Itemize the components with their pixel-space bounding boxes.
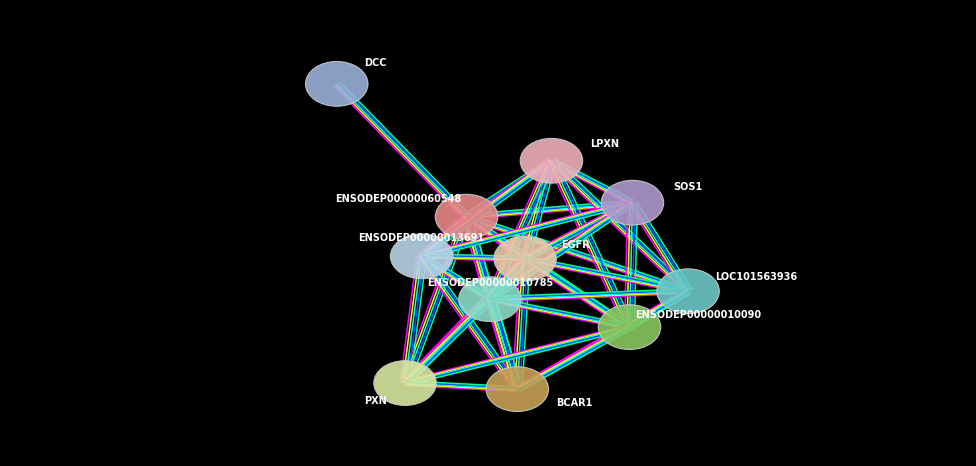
Ellipse shape <box>305 62 368 106</box>
Text: LPXN: LPXN <box>590 139 620 150</box>
Text: ENSODEP00000010785: ENSODEP00000010785 <box>427 278 553 288</box>
Ellipse shape <box>657 269 719 314</box>
Text: EGFR: EGFR <box>561 240 590 250</box>
Ellipse shape <box>374 361 436 405</box>
Ellipse shape <box>390 234 453 279</box>
Text: PXN: PXN <box>364 396 387 406</box>
Text: ENSODEP00000013691: ENSODEP00000013691 <box>358 233 485 243</box>
Ellipse shape <box>598 305 661 350</box>
Ellipse shape <box>601 180 664 225</box>
Text: DCC: DCC <box>364 58 387 68</box>
Text: SOS1: SOS1 <box>673 182 703 192</box>
Text: LOC101563936: LOC101563936 <box>715 272 797 282</box>
Text: ENSODEP00000060548: ENSODEP00000060548 <box>335 194 462 205</box>
Ellipse shape <box>459 277 521 322</box>
Ellipse shape <box>520 138 583 183</box>
Ellipse shape <box>435 194 498 239</box>
Ellipse shape <box>486 367 549 411</box>
Text: BCAR1: BCAR1 <box>555 398 592 408</box>
Ellipse shape <box>494 236 556 281</box>
Text: ENSODEP00000010090: ENSODEP00000010090 <box>634 309 761 320</box>
